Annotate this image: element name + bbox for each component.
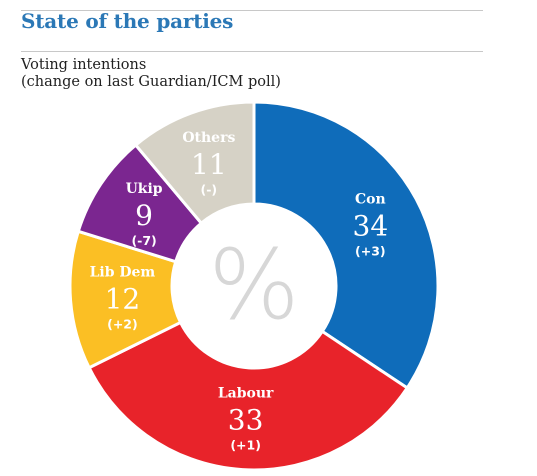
slice-change-lib-dem: (+2) <box>107 316 138 331</box>
top-rule <box>21 10 483 11</box>
slice-label-group-labour: Labour 33(+1) <box>218 386 274 453</box>
slice-label-ukip: Ukip <box>126 181 163 197</box>
slice-change-labour: (+1) <box>230 438 261 453</box>
slice-change-con: (+3) <box>355 244 386 259</box>
chart-subtitle-line1: Voting intentions <box>21 57 147 73</box>
slice-label-con: Con <box>355 192 386 208</box>
center-percent-symbol: % <box>208 229 299 341</box>
slice-change-ukip: (-7) <box>131 233 156 248</box>
slice-label-labour: Labour <box>218 386 274 402</box>
slice-value-lib-dem: 12 <box>105 282 141 315</box>
slice-label-others: Others <box>182 130 235 146</box>
slice-others <box>133 100 256 226</box>
slice-label-lib-dem: Lib Dem <box>90 264 156 280</box>
slice-labour <box>87 320 410 472</box>
slice-label-group-ukip: Ukip 9(-7) <box>126 181 163 248</box>
slice-value-labour: 33 <box>228 404 264 437</box>
slice-value-ukip: 9 <box>135 199 153 232</box>
chart-title: State of the parties <box>21 9 234 33</box>
slice-label-group-others: Others 11(-) <box>182 130 235 197</box>
slice-label-group-con: Con 34(+3) <box>353 192 389 259</box>
title-rule <box>21 51 483 52</box>
slice-value-con: 34 <box>353 210 389 243</box>
slice-con <box>252 100 440 391</box>
slice-label-group-lib-dem: Lib Dem 12(+2) <box>90 264 156 331</box>
chart-subtitle-line2: (change on last Guardian/ICM poll) <box>21 74 281 90</box>
slice-change-others: (-) <box>201 182 218 197</box>
slice-value-others: 11 <box>191 148 227 181</box>
